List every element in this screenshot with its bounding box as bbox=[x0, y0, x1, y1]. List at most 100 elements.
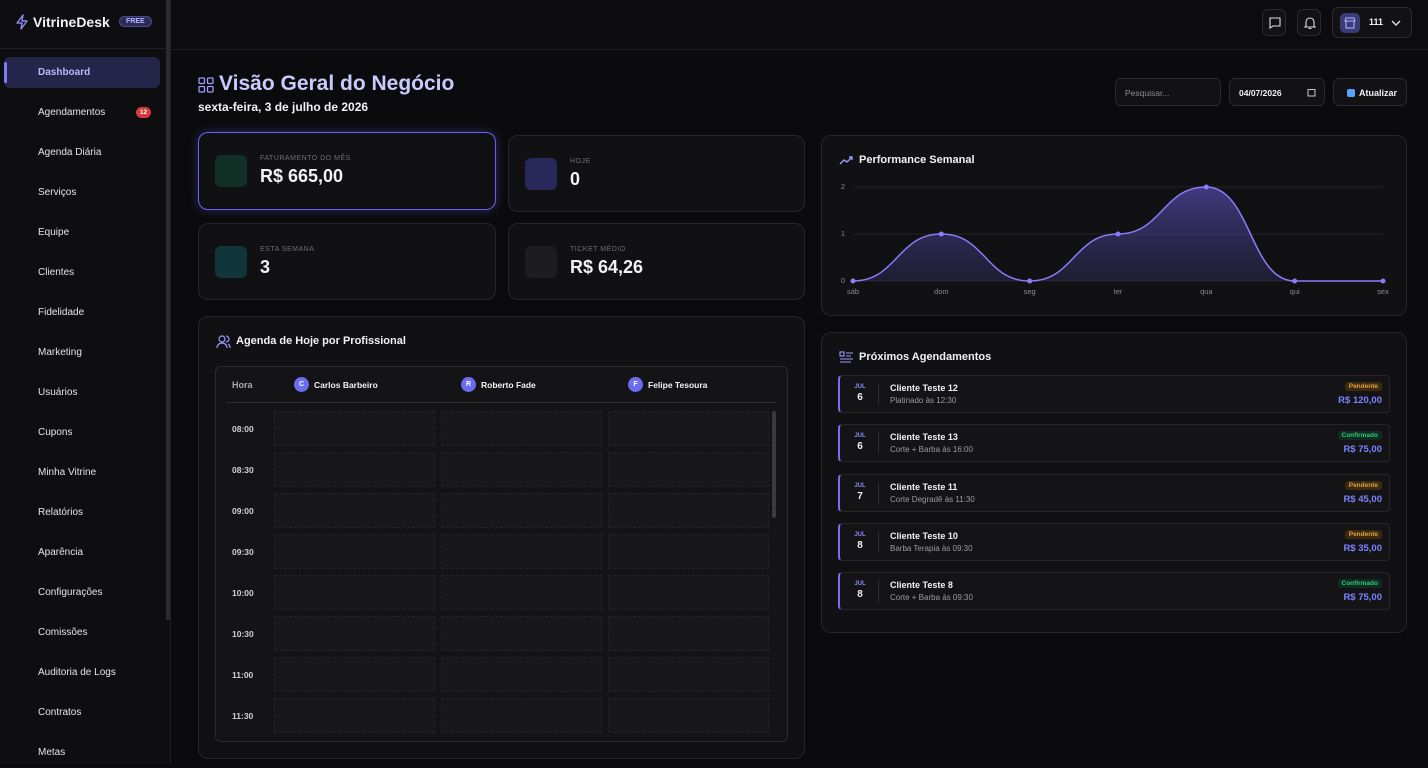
price: R$ 75,00 bbox=[1343, 444, 1382, 455]
time-slot[interactable] bbox=[608, 575, 769, 610]
search-placeholder: Pesquisar... bbox=[1125, 88, 1170, 98]
nav-item[interactable]: Comissões bbox=[4, 617, 160, 648]
page-date: sexta-feira, 3 de julho de 2026 bbox=[198, 100, 369, 114]
nav-item[interactable]: Configurações bbox=[4, 577, 160, 608]
time-label: 09:00 bbox=[232, 506, 254, 516]
time-slot[interactable] bbox=[608, 616, 769, 651]
nav-label: Contratos bbox=[38, 707, 82, 718]
brand: VitrineDesk bbox=[33, 14, 110, 30]
nav-item[interactable]: Dashboard bbox=[4, 57, 160, 88]
time-slot[interactable] bbox=[441, 452, 602, 487]
x-tick-label: sex bbox=[1377, 287, 1389, 296]
nav-item[interactable]: Agendamentos 12 bbox=[4, 97, 160, 128]
divider bbox=[878, 482, 879, 504]
store-icon bbox=[1344, 17, 1356, 29]
search-input[interactable]: Pesquisar... bbox=[1115, 78, 1221, 106]
service: Barba Terapia às 09:30 bbox=[890, 544, 973, 553]
nav-item[interactable]: Metas bbox=[4, 737, 160, 768]
appointment[interactable]: JUL 6 Cliente Teste 13 Corte + Barba às 16:… bbox=[838, 424, 1390, 462]
client-name: Cliente Teste 13 bbox=[890, 432, 958, 442]
time-slot[interactable] bbox=[274, 493, 435, 528]
service: Platinado às 12:30 bbox=[890, 396, 957, 405]
time-slot[interactable] bbox=[608, 452, 769, 487]
point bbox=[1115, 231, 1121, 237]
divider bbox=[878, 383, 879, 405]
professional-avatar: F bbox=[628, 377, 643, 392]
time-slot[interactable] bbox=[274, 616, 435, 651]
time-slot[interactable] bbox=[441, 616, 602, 651]
time-slot[interactable] bbox=[274, 452, 435, 487]
month: JUL bbox=[854, 483, 866, 489]
nav-item[interactable]: Cupons bbox=[4, 417, 160, 448]
user-menu[interactable]: 111 bbox=[1332, 7, 1412, 38]
stat-card: TICKET MÉDIO R$ 64,26 bbox=[508, 223, 805, 300]
client-name: Cliente Teste 10 bbox=[890, 531, 958, 541]
stat-label: ESTA SEMANA bbox=[260, 245, 315, 253]
nav-label: Configurações bbox=[38, 587, 103, 598]
divider bbox=[878, 531, 879, 553]
divider bbox=[0, 48, 170, 49]
nav-item[interactable]: Clientes bbox=[4, 257, 160, 288]
list-icon bbox=[839, 351, 853, 363]
time-slot[interactable] bbox=[441, 411, 602, 446]
time-slot[interactable] bbox=[441, 534, 602, 569]
chart: 0 1 2 sáb dom seg ter qua qui sex bbox=[841, 182, 1389, 296]
nav-label: Clientes bbox=[38, 267, 75, 278]
appointment[interactable]: JUL 6 Cliente Teste 12 Platinado às 12:30 Pe… bbox=[838, 375, 1390, 413]
nav-item[interactable]: Auditoria de Logs bbox=[4, 657, 160, 688]
nav-item[interactable]: Fidelidade bbox=[4, 297, 160, 328]
hour-header: Hora bbox=[232, 380, 253, 390]
chat-icon bbox=[1269, 17, 1281, 30]
time-slot[interactable] bbox=[274, 657, 435, 692]
nav-item[interactable]: Relatórios bbox=[4, 497, 160, 528]
x-tick-label: seg bbox=[1024, 287, 1036, 296]
nav-item[interactable]: Contratos bbox=[4, 697, 160, 728]
time-slot[interactable] bbox=[441, 657, 602, 692]
nav-item[interactable]: Aparência bbox=[4, 537, 160, 568]
date-input[interactable]: 04/07/2026 bbox=[1229, 78, 1325, 106]
refresh-icon bbox=[1347, 89, 1355, 97]
time-label: 09:30 bbox=[232, 547, 254, 557]
day: 8 bbox=[857, 540, 863, 551]
user-name: 111 bbox=[1369, 17, 1384, 27]
nav-item[interactable]: Minha Vitrine bbox=[4, 457, 160, 488]
point bbox=[1292, 278, 1298, 284]
stat-card: ESTA SEMANA 3 bbox=[198, 223, 496, 300]
nav-item[interactable]: Serviços bbox=[4, 177, 160, 208]
refresh-label: Atualizar bbox=[1359, 88, 1398, 98]
time-slot[interactable] bbox=[608, 493, 769, 528]
stat-value: 3 bbox=[260, 256, 271, 277]
time-slot[interactable] bbox=[608, 698, 769, 733]
schedule-title: Agenda de Hoje por Profissional bbox=[236, 335, 406, 347]
nav-item[interactable]: Agenda Diária bbox=[4, 137, 160, 168]
trend-icon bbox=[839, 156, 853, 165]
stat-card: HOJE 0 bbox=[508, 135, 805, 212]
status-badge: Pendente bbox=[1344, 481, 1382, 490]
time-slot[interactable] bbox=[274, 411, 435, 446]
nav-item[interactable]: Usuários bbox=[4, 377, 160, 408]
appointment[interactable]: JUL 7 Cliente Teste 11 Corte Degradê às 11:… bbox=[838, 474, 1390, 512]
time-slot[interactable] bbox=[274, 575, 435, 610]
notifications-button[interactable] bbox=[1297, 9, 1321, 36]
time-slot[interactable] bbox=[274, 534, 435, 569]
time-slot[interactable] bbox=[441, 575, 602, 610]
service: Corte Degradê às 11:30 bbox=[890, 495, 975, 504]
time-slot[interactable] bbox=[441, 493, 602, 528]
appointment[interactable]: JUL 8 Cliente Teste 8 Corte + Barba às 09:3… bbox=[838, 572, 1390, 610]
time-slot[interactable] bbox=[441, 698, 602, 733]
time-slot[interactable] bbox=[608, 411, 769, 446]
stat-value: R$ 64,26 bbox=[570, 256, 644, 277]
stat-icon bbox=[525, 157, 557, 190]
header-divider bbox=[226, 402, 776, 403]
nav-item[interactable]: Equipe bbox=[4, 217, 160, 248]
time-slot[interactable] bbox=[608, 534, 769, 569]
nav-label: Agendamentos bbox=[38, 107, 106, 118]
nav-label: Comissões bbox=[38, 627, 88, 638]
appointment[interactable]: JUL 8 Cliente Teste 10 Barba Terapia às 09:… bbox=[838, 523, 1390, 561]
time-slot[interactable] bbox=[274, 698, 435, 733]
messages-button[interactable] bbox=[1262, 9, 1286, 36]
time-slot[interactable] bbox=[608, 657, 769, 692]
refresh-button[interactable]: Atualizar bbox=[1333, 78, 1407, 106]
nav-item[interactable]: Marketing bbox=[4, 337, 160, 368]
point bbox=[850, 278, 856, 284]
